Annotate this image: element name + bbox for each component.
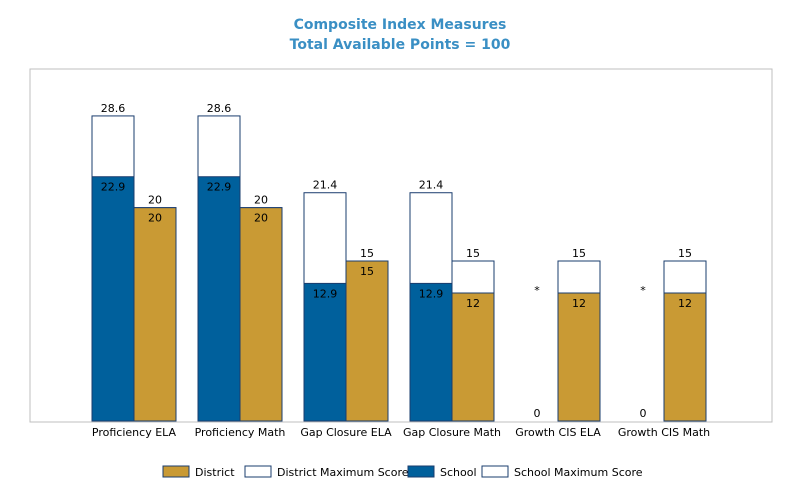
school-bar bbox=[303, 282, 347, 422]
school-bar bbox=[91, 176, 135, 422]
district-bar bbox=[133, 207, 177, 422]
district-max-label: 15 bbox=[360, 247, 374, 260]
district-value-label: 20 bbox=[254, 212, 268, 225]
school-value-label: 12.9 bbox=[313, 287, 338, 300]
school-bar bbox=[409, 282, 453, 422]
chart-subtitle: Total Available Points = 100 bbox=[290, 37, 511, 53]
legend-item: School Maximum Score bbox=[481, 465, 643, 479]
school-value-label: 0 bbox=[640, 407, 647, 420]
district-max-label: 20 bbox=[148, 194, 162, 207]
legend-item: District Maximum Score bbox=[244, 465, 409, 479]
plot-frame bbox=[29, 68, 773, 423]
x-tick-label: Proficiency ELA bbox=[92, 426, 177, 439]
school-max-label: 21.4 bbox=[419, 179, 444, 192]
x-tick-label: Proficiency Math bbox=[195, 426, 286, 439]
legend-swatch bbox=[481, 465, 509, 478]
x-tick-label: Gap Closure ELA bbox=[300, 426, 392, 439]
x-tick-label: Growth CIS ELA bbox=[515, 426, 601, 439]
school-max-label: 21.4 bbox=[313, 179, 338, 192]
chart-title: Composite Index Measures bbox=[294, 17, 507, 33]
district-max-label: 20 bbox=[254, 194, 268, 207]
school-value-label: 0 bbox=[534, 407, 541, 420]
school-bar bbox=[197, 176, 241, 422]
school-max-label: * bbox=[640, 284, 646, 297]
district-bar bbox=[663, 292, 707, 422]
district-max-label: 15 bbox=[678, 247, 692, 260]
district-value-label: 12 bbox=[466, 297, 480, 310]
district-bar bbox=[557, 292, 601, 422]
legend: District District Maximum Score School Scho… bbox=[162, 465, 643, 479]
legend-swatch bbox=[162, 465, 190, 478]
legend-swatch bbox=[244, 465, 272, 478]
school-value-label: 22.9 bbox=[101, 181, 126, 194]
legend-label: School bbox=[440, 466, 477, 479]
x-tick-label: Gap Closure Math bbox=[403, 426, 501, 439]
district-value-label: 12 bbox=[572, 297, 586, 310]
school-max-label: 28.6 bbox=[101, 102, 126, 115]
school-value-label: 12.9 bbox=[419, 287, 444, 300]
district-bar bbox=[239, 207, 283, 422]
district-max-label: 15 bbox=[466, 247, 480, 260]
school-value-label: 22.9 bbox=[207, 181, 232, 194]
labels-layer: 28.6 22.9 20 20 Proficiency ELA 28.6 22.9 20 20 P… bbox=[92, 102, 710, 439]
district-bar bbox=[451, 292, 495, 422]
legend-label: District Maximum Score bbox=[277, 466, 409, 479]
district-value-label: 15 bbox=[360, 265, 374, 278]
school-max-label: * bbox=[534, 284, 540, 297]
legend-item: School bbox=[407, 465, 477, 479]
x-tick-label: Growth CIS Math bbox=[618, 426, 710, 439]
district-bar bbox=[345, 260, 389, 422]
district-value-label: 20 bbox=[148, 212, 162, 225]
legend-swatch bbox=[407, 465, 435, 478]
district-max-label: 15 bbox=[572, 247, 586, 260]
legend-label: District bbox=[195, 466, 235, 479]
legend-item: District bbox=[162, 465, 235, 479]
school-max-label: 28.6 bbox=[207, 102, 232, 115]
bars-layer bbox=[91, 115, 707, 422]
district-value-label: 12 bbox=[678, 297, 692, 310]
legend-label: School Maximum Score bbox=[514, 466, 643, 479]
